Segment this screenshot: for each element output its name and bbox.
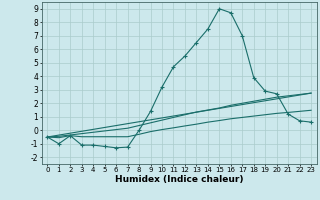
- X-axis label: Humidex (Indice chaleur): Humidex (Indice chaleur): [115, 175, 244, 184]
